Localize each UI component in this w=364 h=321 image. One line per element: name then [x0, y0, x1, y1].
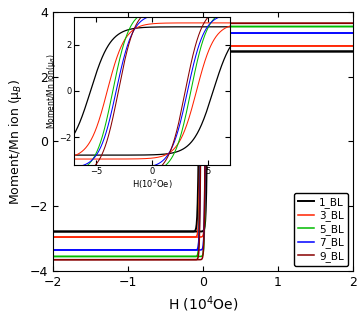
Line: 7_BL: 7_BL [53, 33, 353, 250]
9_BL [215, 22, 219, 25]
3_BL [173, 235, 178, 239]
1_BL [298, 49, 302, 53]
1_BL [274, 49, 278, 53]
3_BL [274, 44, 278, 48]
1_BL [124, 230, 128, 233]
7_BL [124, 248, 128, 252]
Line: 5_BL: 5_BL [53, 27, 353, 256]
5_BL [298, 25, 302, 29]
Line: 3_BL: 3_BL [53, 46, 353, 237]
3_BL [298, 44, 302, 48]
9_BL [173, 258, 178, 262]
3_BL [51, 235, 55, 239]
5_BL [182, 255, 186, 258]
5_BL [351, 25, 355, 29]
Y-axis label: Moment/Mn ion (μ$_B$): Moment/Mn ion (μ$_B$) [7, 78, 24, 204]
Legend: 1_BL, 3_BL, 5_BL, 7_BL, 9_BL: 1_BL, 3_BL, 5_BL, 7_BL, 9_BL [294, 193, 348, 266]
7_BL [150, 248, 154, 252]
9_BL [351, 22, 355, 25]
1_BL [51, 230, 55, 233]
7_BL [274, 31, 278, 35]
1_BL [215, 49, 219, 53]
3_BL [351, 44, 355, 48]
7_BL [351, 31, 355, 35]
5_BL [150, 255, 154, 258]
3_BL [124, 235, 128, 239]
5_BL [274, 25, 278, 29]
9_BL [298, 22, 302, 25]
9_BL [51, 258, 55, 262]
5_BL [51, 255, 55, 258]
7_BL [173, 248, 178, 252]
9_BL [150, 258, 154, 262]
7_BL [51, 248, 55, 252]
Line: 1_BL: 1_BL [53, 51, 353, 231]
3_BL [181, 235, 185, 239]
7_BL [298, 31, 302, 35]
7_BL [215, 31, 219, 35]
5_BL [215, 25, 219, 29]
5_BL [124, 255, 128, 258]
3_BL [215, 44, 219, 48]
1_BL [150, 230, 154, 233]
Line: 9_BL: 9_BL [53, 23, 353, 260]
1_BL [179, 230, 183, 233]
1_BL [351, 49, 355, 53]
1_BL [173, 230, 178, 233]
3_BL [150, 235, 154, 239]
X-axis label: H (10$^4$Oe): H (10$^4$Oe) [168, 294, 238, 314]
9_BL [274, 22, 278, 25]
7_BL [181, 248, 186, 252]
9_BL [124, 258, 128, 262]
9_BL [181, 258, 186, 262]
5_BL [173, 255, 178, 258]
